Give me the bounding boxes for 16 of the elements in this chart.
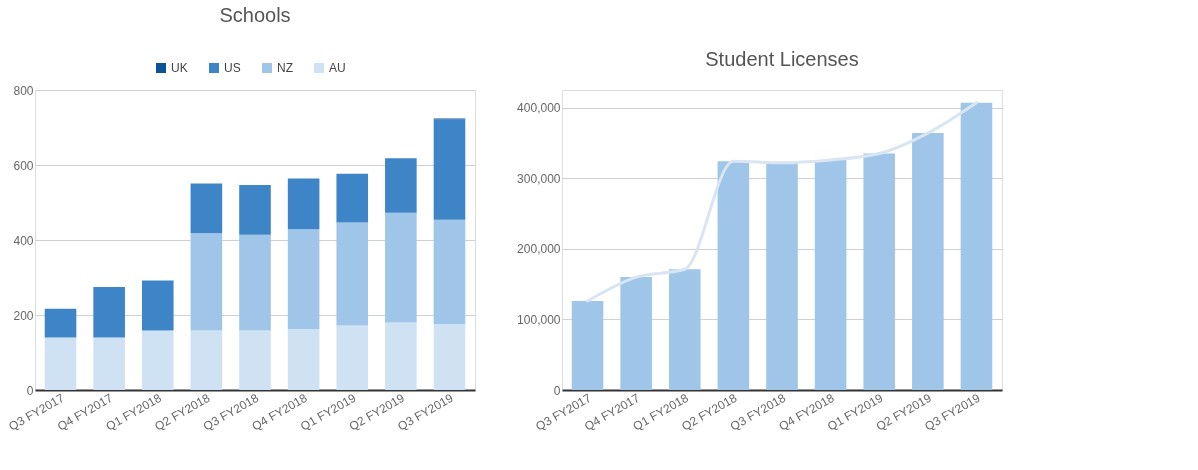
y-tick-label: 0 [553,383,561,398]
y-tick-label: 400 [13,233,34,248]
y-tick-label: 100,000 [517,312,561,327]
legend-label: AU [329,61,346,75]
legend-label: US [224,61,241,75]
chart-title: Schools [219,4,291,26]
y-tick-label: 300,000 [517,171,561,186]
y-tick-label: 400,000 [517,101,561,116]
y-tick-label: 200,000 [517,242,561,257]
y-tick-label: 200 [13,308,34,323]
legend-label: NZ [277,61,293,75]
y-tick-label: 800 [13,83,34,98]
chart-title: Student Licenses [705,48,859,70]
y-tick-label: 600 [13,158,34,173]
y-tick-label: 0 [26,383,34,398]
legend-label: UK [171,61,188,75]
